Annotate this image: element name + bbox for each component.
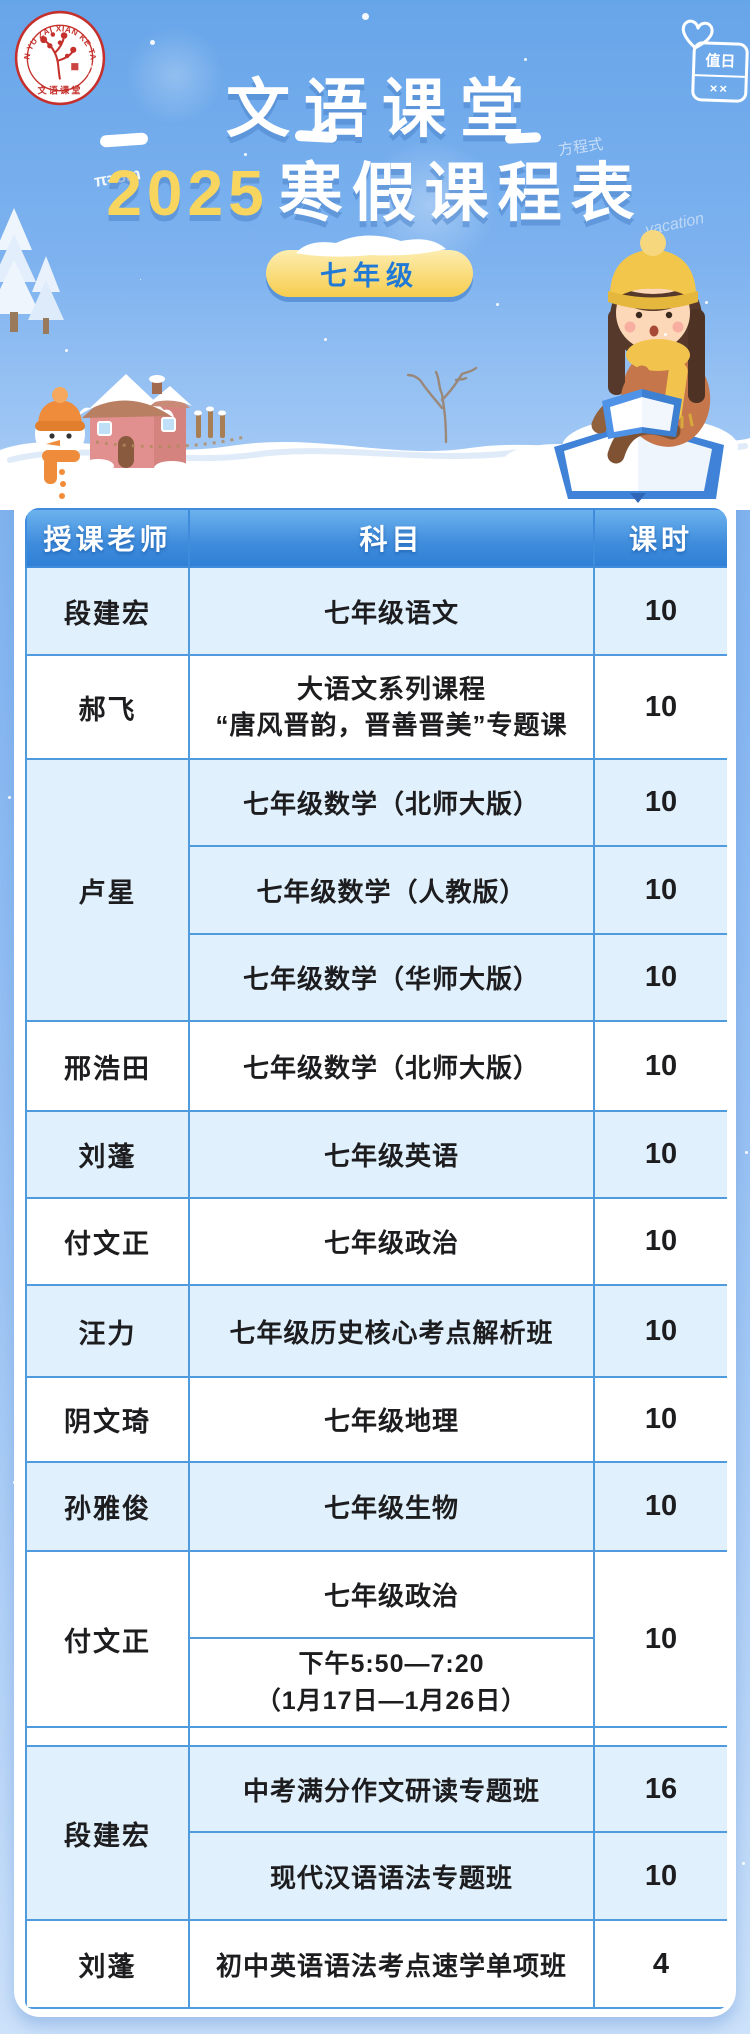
separator-row [25,1726,727,1747]
subject-cell: 七年级政治 [188,1550,595,1639]
hours-cell: 10 [593,845,727,935]
teacher-cell: 段建宏 [25,566,190,656]
school-logo: WEN YU ZAI XIAN KE TANG 文语课堂 [14,10,106,106]
table-row: 付文正 七年级政治 10 [25,1197,727,1286]
teacher-cell: 刘蓬 [25,1919,190,2009]
spacer-cell [593,1726,727,1747]
teacher-cell: 付文正 [25,1550,190,1728]
table-row: 七年级数学（华师大版） 10 [26,933,727,1022]
table-row: 郝飞 大语文系列课程 “唐风晋韵，晋善晋美”专题课 10 [25,654,727,760]
table-row: 汪力 七年级历史核心考点解析班 10 [25,1284,727,1378]
teacher-cell: 孙雅俊 [25,1461,190,1552]
subject-line: 大语文系列课程 [296,673,486,704]
hours-cell: 10 [593,654,727,760]
table-row: 段建宏 七年级语文 10 [25,566,727,656]
snow-cap-decor [504,132,542,144]
table-row: 卢星 七年级数学（北师大版） 10 [25,758,727,1022]
logo-seal-text: 文语课堂 [38,85,83,96]
subject-cell: 七年级数学（人教版） [188,845,595,935]
column-header-hours: 课时 [593,508,727,568]
subject-cell: 七年级数学（华师大版） [188,933,595,1022]
schedule-cell: 下午5:50—7:20 （1月17日—1月26日） [188,1637,595,1728]
hours-cell: 10 [593,566,727,656]
fence-art [95,406,249,449]
table-row: 刘蓬 七年级英语 10 [25,1110,727,1199]
subject-cell: 七年级政治 [188,1197,595,1286]
subject-line: “唐风晋韵，晋善晋美”专题课 [215,710,568,740]
pine-trees-art [0,208,64,334]
subject-cell: 中考满分作文研读专题班 [188,1745,595,1833]
teacher-cell: 郝飞 [25,654,190,760]
table-row: 下午5:50—7:20 （1月17日—1月26日） [26,1637,727,1728]
column-header-teacher: 授课老师 [25,508,190,568]
schedule-dates: （1月17日—1月26日） [255,1686,528,1715]
table-row: 邢浩田 七年级数学（北师大版） 10 [25,1020,727,1112]
page-title: 文语课堂 [226,73,538,145]
subject-cell: 七年级历史核心考点解析班 [188,1284,595,1378]
hours-cell: 10 [593,1376,727,1463]
subject-cell: 七年级数学（北师大版） [188,758,595,847]
heart-icon [681,19,714,50]
snow-cap-decor [294,129,338,144]
teacher-cell: 阴文琦 [25,1376,190,1463]
hours-cell: 10 [593,1831,727,1921]
table-row: 刘蓬 初中英语语法考点速学单项班 4 [25,1919,727,2009]
table-row: 阴文琦 七年级地理 10 [25,1376,727,1463]
course-table: 授课老师 科目 课时 段建宏 七年级语文 10 郝飞 大语文系列课程 “唐风晋韵… [25,508,727,2009]
subject-cell: 七年级数学（北师大版） [188,1020,595,1112]
year-text: 2025 [106,157,269,229]
teacher-cell: 段建宏 [25,1745,190,1921]
spacer-cell [188,1726,595,1747]
hours-cell: 10 [593,1197,727,1286]
teacher-cell: 卢星 [25,758,190,1022]
subject-cell: 大语文系列课程 “唐风晋韵，晋善晋美”专题课 [188,654,595,760]
subject-cell: 现代汉语语法专题班 [188,1831,595,1921]
reading-girl-art [554,230,738,503]
hours-cell: 10 [593,758,727,847]
house-art [70,374,202,482]
subject-cell: 七年级生物 [188,1461,595,1552]
hours-cell: 16 [593,1745,727,1833]
page-subtitle: 2025 寒假课程表 [0,142,750,234]
snowman-art [32,387,92,510]
table-row: 付文正 七年级政治 10 [25,1550,727,1728]
table-row: 孙雅俊 七年级生物 10 [25,1461,727,1552]
hours-cell: 10 [593,1550,727,1728]
column-header-subject: 科目 [188,508,595,568]
teacher-cell: 付文正 [25,1197,190,1286]
subject-cell: 初中英语语法考点速学单项班 [188,1919,595,2009]
hours-cell: 10 [593,1110,727,1199]
snowflake-dots [150,40,155,45]
bare-tree-art [406,366,478,444]
spacer-cell [25,1726,190,1747]
teacher-cell: 汪力 [25,1284,190,1378]
badge-snow-cap [296,235,446,257]
teacher-cell: 邢浩田 [25,1020,190,1112]
hours-cell: 10 [593,1284,727,1378]
table-row: 七年级数学（人教版） 10 [26,845,727,935]
subject-cell: 七年级英语 [188,1110,595,1199]
table-header-row: 授课老师 科目 课时 [25,508,727,568]
table-row: 段建宏 中考满分作文研读专题班 16 [25,1745,727,1921]
subtitle-text: 寒假课程表 [278,157,644,229]
schedule-time: 下午5:50—7:20 [298,1650,485,1679]
hours-cell: 10 [593,933,727,1022]
hours-cell: 4 [593,1919,727,2009]
subject-cell: 七年级地理 [188,1376,595,1463]
course-table-container: 授课老师 科目 课时 段建宏 七年级语文 10 郝飞 大语文系列课程 “唐风晋韵… [25,508,727,2009]
hours-cell: 10 [593,1461,727,1552]
subject-cell: 七年级语文 [188,566,595,656]
header-scene: WEN YU ZAI XIAN KE TANG 文语课堂 值日 ×× π≈3m … [0,0,750,520]
grade-badge: 七年级 [266,250,473,297]
table-row: 现代汉语语法专题班 10 [26,1831,727,1921]
teacher-cell: 刘蓬 [25,1110,190,1199]
hours-cell: 10 [593,1020,727,1112]
